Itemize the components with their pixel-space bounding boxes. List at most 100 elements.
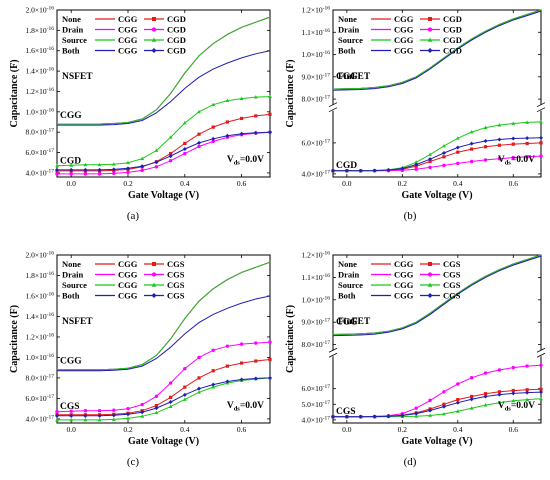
data-point-diamond	[511, 391, 516, 396]
y-tick-exponent: -17	[323, 95, 331, 101]
y-tick-label: 2.0×10-16	[26, 6, 55, 15]
bias-subscript: ds	[234, 160, 241, 167]
data-point-diamond	[97, 413, 102, 418]
series-line-source-cgg	[57, 261, 271, 371]
data-point-diamond	[168, 400, 173, 404]
series-line-source-cgg	[57, 16, 271, 125]
data-point-circle	[97, 409, 102, 413]
series-line-source-marked	[57, 377, 271, 421]
data-point-square	[539, 141, 543, 145]
y-tick-mantissa: 1.8	[26, 271, 36, 280]
y-axis-label: Capacitance (F)	[9, 305, 20, 373]
y-tick-exponent: -17	[323, 169, 331, 175]
data-point-diamond	[344, 168, 349, 173]
data-point-diamond	[344, 414, 349, 419]
data-point-square	[442, 155, 446, 159]
y-tick-exponent: -17	[323, 318, 331, 324]
data-point-triangle	[414, 414, 419, 418]
y-tick-exponent: -17	[47, 373, 55, 379]
y-tick-exponent: -17	[323, 340, 331, 346]
axis-break-mark	[536, 347, 546, 353]
data-point-circle	[428, 165, 432, 170]
data-point-square	[240, 361, 244, 365]
data-point-triangle	[539, 119, 543, 124]
y-tick-mantissa: 1.4	[26, 67, 36, 76]
data-point-diamond	[111, 167, 116, 172]
data-point-diamond	[400, 166, 405, 171]
y-tick-mantissa: 4.0	[26, 168, 36, 177]
data-point-diamond	[414, 162, 419, 167]
data-point-triangle	[455, 409, 460, 413]
panel-caption: (d)	[404, 456, 417, 468]
y-tick-times-ten: ×10	[311, 318, 323, 327]
y-tick-times-ten: ×10	[35, 332, 47, 341]
axis-break-mark	[328, 107, 338, 113]
x-tick-label: 0.6	[237, 179, 247, 188]
y-tick-mantissa: 6.0	[302, 138, 312, 147]
data-point-diamond	[83, 413, 88, 418]
data-point-diamond	[239, 131, 244, 136]
series-line-both-cgg	[57, 295, 271, 372]
y-tick-exponent: -16	[323, 28, 331, 34]
y-tick-label: 9.0×10-17	[302, 72, 331, 81]
y-tick-exponent: -17	[47, 394, 55, 400]
y-tick-label: 2.0×10-16	[26, 251, 55, 260]
y-tick-exponent: -16	[47, 251, 55, 257]
series-line-source-cgg	[332, 254, 542, 335]
data-point-square	[240, 116, 244, 121]
data-point-triangle	[239, 96, 244, 100]
data-point-triangle	[211, 385, 216, 389]
data-point-triangle	[511, 121, 516, 125]
data-point-diamond	[428, 157, 433, 162]
y-tick-label: 6.0×10-17	[302, 138, 331, 147]
data-point-diamond	[539, 135, 543, 140]
bias-annotation: Vds=0.0V	[227, 155, 264, 167]
legend-row-label: Source	[338, 35, 363, 45]
data-point-triangle	[83, 417, 88, 422]
data-point-triangle	[455, 136, 460, 140]
x-tick-label: 0.0	[342, 179, 352, 188]
data-point-circle	[442, 163, 446, 168]
y-tick-label: 6.0×10-17	[302, 384, 331, 393]
y-tick-exponent: -16	[47, 353, 55, 359]
y-tick-times-ten: ×10	[35, 414, 47, 423]
data-point-square	[456, 150, 460, 154]
y-tick-exponent: -16	[323, 295, 331, 301]
data-point-circle	[268, 340, 272, 344]
y-tick-exponent: -17	[47, 148, 55, 154]
y-tick-times-ten: ×10	[35, 168, 47, 177]
data-point-triangle	[442, 143, 446, 148]
data-point-diamond	[539, 390, 543, 395]
series-line-both-marked	[57, 131, 271, 171]
data-point-square	[169, 395, 173, 399]
data-point-triangle	[126, 160, 130, 165]
legend: None CGG CGS Drain CGG CGS Source CGG CGS Both CGG…	[62, 259, 185, 301]
legend-marker-circle	[151, 27, 157, 32]
data-point-diamond	[97, 167, 102, 172]
x-tick-label: 0.6	[509, 425, 519, 434]
axis-break-gap	[537, 350, 545, 357]
plot-frame	[56, 254, 271, 424]
series-line-none-marked	[57, 113, 271, 172]
series-line-both-marked	[333, 391, 542, 418]
data-point-square	[225, 120, 229, 124]
bias-annotation: Vds=0.0V	[498, 401, 535, 413]
y-tick-label: 5.0×10-17	[302, 400, 331, 409]
lower-curve-label: CGD	[60, 156, 81, 166]
legend-marker-square	[152, 262, 156, 266]
legend-marker-diamond	[151, 48, 157, 53]
data-point-circle	[168, 381, 173, 385]
data-point-circle	[414, 406, 418, 410]
legend: None CGG CGD Drain CGG CGD Source CGG CGD Both CGG…	[62, 14, 186, 56]
x-axis-label: Gate Voltage (V)	[401, 190, 472, 201]
legend-cgg-label: CGG	[394, 25, 414, 35]
legend-marked-label: CGS	[443, 291, 461, 301]
y-tick-exponent: -17	[323, 138, 331, 144]
data-point-triangle	[55, 417, 59, 422]
data-point-triangle	[469, 130, 474, 134]
data-point-diamond	[441, 150, 446, 155]
legend: None CGG CGS Drain CGG CGS Source CGG CGS Both CGG…	[338, 259, 461, 301]
data-point-circle	[69, 172, 73, 176]
panel-caption: (b)	[404, 210, 417, 222]
